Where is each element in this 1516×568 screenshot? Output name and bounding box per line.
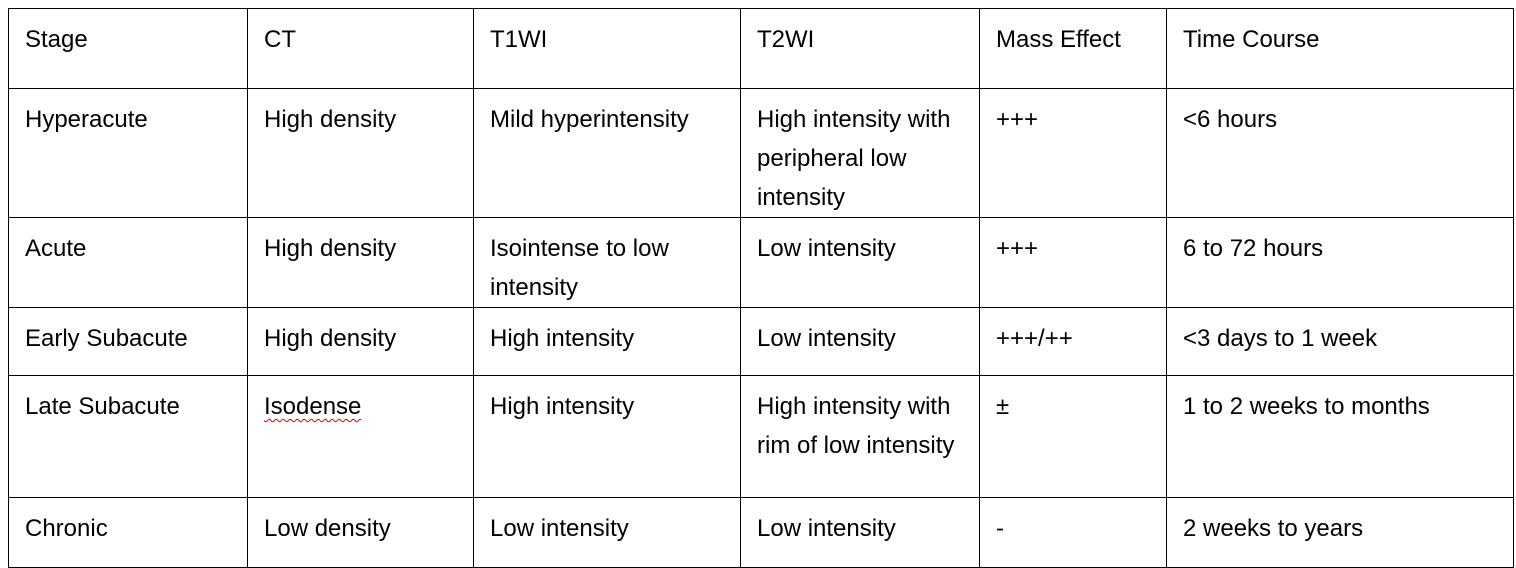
table-cell: +++ <box>979 88 1167 218</box>
table-cell: Early Subacute <box>8 307 248 376</box>
header-cell: Stage <box>8 8 248 89</box>
cell-text: Hyperacute <box>25 106 148 133</box>
cell-text: ± <box>996 393 1010 420</box>
header-cell: Mass Effect <box>979 8 1167 89</box>
cell-text: High intensity with peripheral low inten… <box>757 106 951 211</box>
cell-text: Low intensity <box>757 235 896 262</box>
table-cell: ± <box>979 375 1167 498</box>
table-cell: Hyperacute <box>8 88 248 218</box>
cell-text: Low intensity <box>757 325 896 352</box>
cell-text: High intensity <box>490 325 635 352</box>
table-cell: High intensity with peripheral low inten… <box>740 88 980 218</box>
cell-text: +++ <box>996 235 1039 262</box>
table-cell: Chronic <box>8 497 248 568</box>
table-row: Chronic Low density Low intensity Low inten… <box>8 497 1514 568</box>
cell-text: +++/++ <box>996 325 1073 352</box>
cell-text: Early Subacute <box>25 325 188 352</box>
table-cell: Low intensity <box>740 307 980 376</box>
cell-text: High density <box>264 235 397 262</box>
cell-text: CT <box>264 26 296 53</box>
table-cell: Low intensity <box>473 497 741 568</box>
mri-table: Stage CT T1WI T2WI Mass Effect Time Course Hyp… <box>8 8 1514 568</box>
cell-text: Low intensity <box>757 515 896 542</box>
table-body: Stage CT T1WI T2WI Mass Effect Time Course Hyp… <box>8 8 1514 568</box>
cell-text: 6 to 72 hours <box>1183 235 1324 262</box>
cell-text: Acute <box>25 235 87 262</box>
cell-text: High intensity with rim of low intensity <box>757 393 955 459</box>
table-cell: - <box>979 497 1167 568</box>
table-cell: +++/++ <box>979 307 1167 376</box>
table-cell: Isointense to low intensity <box>473 217 741 308</box>
table-cell: <3 days to 1 week <box>1166 307 1514 376</box>
table-cell: 1 to 2 weeks to months <box>1166 375 1514 498</box>
table-row: Hyperacute High density Mild hyperintensit… <box>8 88 1514 218</box>
table-row: Acute High density Isointense to low inten… <box>8 217 1514 308</box>
table-cell: High intensity <box>473 375 741 498</box>
header-cell: T1WI <box>473 8 741 89</box>
cell-text: 2 weeks to years <box>1183 515 1364 542</box>
table-cell: Mild hyperintensity <box>473 88 741 218</box>
cell-text: Isodense <box>264 393 362 420</box>
table-row: Early Subacute High density High intensity… <box>8 307 1514 376</box>
table-cell: High intensity with rim of low intensity <box>740 375 980 498</box>
cell-text: 1 to 2 weeks to months <box>1183 393 1430 420</box>
cell-text: Chronic <box>25 515 108 542</box>
header-cell: T2WI <box>740 8 980 89</box>
cell-text: T2WI <box>757 26 815 53</box>
table-cell: <6 hours <box>1166 88 1514 218</box>
cell-text: - <box>996 515 1004 542</box>
cell-text: High density <box>264 325 397 352</box>
header-row: Stage CT T1WI T2WI Mass Effect Time Course <box>8 8 1514 89</box>
cell-text: High intensity <box>490 393 635 420</box>
cell-text: Mild hyperintensity <box>490 106 689 133</box>
cell-text: Low intensity <box>490 515 629 542</box>
table-cell: Late Subacute <box>8 375 248 498</box>
table-cell: Isodense <box>247 375 474 498</box>
table-cell: +++ <box>979 217 1167 308</box>
table-row: Late Subacute Isodense High intensity High … <box>8 375 1514 498</box>
table-cell: High density <box>247 217 474 308</box>
cell-text: <3 days to 1 week <box>1183 325 1378 352</box>
table-cell: Low intensity <box>740 217 980 308</box>
cell-text: T1WI <box>490 26 548 53</box>
header-cell: Time Course <box>1166 8 1514 89</box>
cell-text: Late Subacute <box>25 393 180 420</box>
cell-text: Low density <box>264 515 391 542</box>
table-cell: Low intensity <box>740 497 980 568</box>
table-cell: Low density <box>247 497 474 568</box>
cell-text: Isointense to low intensity <box>490 235 669 301</box>
cell-text: +++ <box>996 106 1039 133</box>
cell-text: <6 hours <box>1183 106 1278 133</box>
table-cell: High density <box>247 88 474 218</box>
cell-text: Time Course <box>1183 26 1320 53</box>
table-cell: 2 weeks to years <box>1166 497 1514 568</box>
header-cell: CT <box>247 8 474 89</box>
table-cell: Acute <box>8 217 248 308</box>
cell-text: High density <box>264 106 397 133</box>
table-cell: High density <box>247 307 474 376</box>
table-cell: High intensity <box>473 307 741 376</box>
table-cell: 6 to 72 hours <box>1166 217 1514 308</box>
cell-text: Stage <box>25 26 88 53</box>
cell-text: Mass Effect <box>996 26 1121 53</box>
